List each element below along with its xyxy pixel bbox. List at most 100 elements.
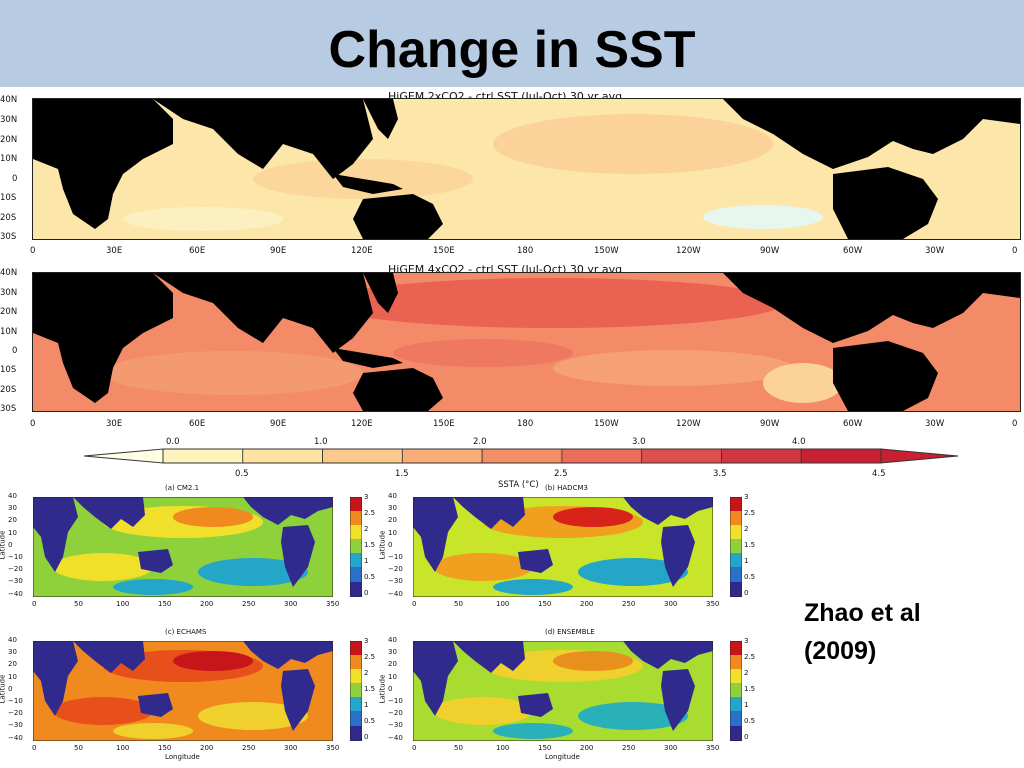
map-2-graphic: [33, 273, 1020, 411]
colorbar-segment: [242, 448, 323, 464]
small-panel-map: [33, 497, 333, 597]
colorbar-segment: [721, 448, 802, 464]
small-cb-tick: 2.5: [364, 509, 376, 517]
slide-title: Change in SST: [328, 21, 696, 79]
small-lat-tick: 30: [388, 504, 397, 513]
citation-line-1: Zhao et al: [804, 599, 921, 627]
small-lon-tick: 50: [74, 744, 83, 752]
small-lat-tick: −30: [8, 721, 23, 730]
small-panel: (b) HADCM3: [378, 484, 755, 621]
map1-lon-tick: 60E: [189, 246, 206, 256]
cb-top-tick: 3.0: [632, 437, 646, 447]
small-panel: (c) ECHAMS: [0, 628, 375, 765]
map2-lat-tick: 0: [12, 346, 18, 356]
small-ylabel: Latitude: [0, 674, 7, 704]
cb-top-tick: 4.0: [792, 437, 806, 447]
cb-bottom-tick: 4.5: [872, 469, 886, 479]
small-lat-tick: 0: [8, 684, 13, 693]
small-lat-tick: −40: [388, 733, 403, 742]
small-cb-tick: 2.5: [364, 653, 376, 661]
map2-lat-tick: 40N: [0, 268, 18, 278]
map2-lon-tick: 0: [30, 419, 36, 429]
small-xlabel: Longitude: [165, 753, 200, 761]
colorbar-segment: [162, 448, 244, 464]
map2-lat-tick: 20N: [0, 307, 18, 317]
small-lat-tick: 0: [388, 684, 393, 693]
colorbar-segment: [481, 448, 563, 464]
small-cb-tick: 2: [364, 525, 369, 533]
map1-lat-tick: 20S: [0, 213, 17, 223]
small-lon-tick: 200: [200, 744, 214, 752]
small-panel: (a) CM2.1: [0, 484, 375, 621]
map1-lon-tick: 30W: [925, 246, 945, 256]
small-lat-tick: 30: [388, 648, 397, 657]
map2-lon-tick: 150E: [433, 419, 455, 429]
map-1-graphic: [33, 99, 1020, 239]
map1-lat-tick: 40N: [0, 95, 18, 105]
small-cb-tick: 1.5: [744, 541, 756, 549]
small-cb-tick: 0: [364, 733, 369, 741]
small-lat-tick: −20: [388, 565, 403, 574]
small-cb-tick: 2.5: [744, 509, 756, 517]
small-lon-tick: 150: [538, 744, 552, 752]
small-cb-tick: 1.5: [364, 541, 376, 549]
small-lat-tick: −40: [388, 589, 403, 598]
citation-line-2: (2009): [804, 637, 877, 665]
colorbar-segment: [401, 448, 483, 464]
small-lat-tick: 0: [388, 540, 393, 549]
map1-lat-tick: 30S: [0, 232, 17, 242]
small-lon-tick: 300: [284, 744, 298, 752]
small-lat-tick: −40: [8, 733, 23, 742]
small-lon-tick: 350: [706, 600, 720, 608]
small-cb-tick: 3: [364, 493, 369, 501]
small-cb-tick: 0: [364, 589, 369, 597]
small-lon-tick: 100: [496, 600, 510, 608]
small-panel-map: [413, 641, 713, 741]
small-lon-tick: 100: [116, 744, 130, 752]
map2-lon-tick: 30W: [925, 419, 945, 429]
small-lon-tick: 50: [74, 600, 83, 608]
small-lon-tick: 0: [412, 600, 417, 608]
small-lat-tick: −20: [388, 709, 403, 718]
map2-lat-tick: 20S: [0, 385, 17, 395]
colorbar-graphic: 0.0 1.0 2.0 3.0 4.0 0.5 1.5 2.5 3.5 4.5 …: [83, 437, 959, 490]
small-lon-tick: 100: [496, 744, 510, 752]
small-lat-tick: −30: [388, 577, 403, 586]
small-cb-tick: 3: [744, 493, 749, 501]
small-cb-tick: 1: [744, 557, 749, 565]
small-lon-tick: 100: [116, 600, 130, 608]
map2-lat-tick: 10S: [0, 365, 17, 375]
map1-lat-tick: 10N: [0, 154, 18, 164]
colorbar-label: SSTA (°C): [498, 480, 539, 490]
small-lon-tick: 250: [242, 744, 256, 752]
map2-lon-tick: 90W: [760, 419, 780, 429]
map1-lon-tick: 30E: [106, 246, 123, 256]
map2-lon-tick: 120E: [351, 419, 373, 429]
small-lon-tick: 250: [622, 744, 636, 752]
small-panel-title: (b) HADCM3: [545, 484, 588, 492]
small-lat-tick: −10: [388, 553, 403, 561]
small-lat-tick: 40: [8, 636, 17, 644]
map2-lat-tick: 30S: [0, 404, 17, 414]
small-lat-tick: 30: [8, 648, 17, 657]
small-lat-tick: 40: [8, 492, 17, 500]
small-cb-tick: 0.5: [364, 717, 376, 725]
map1-lat-tick: 10S: [0, 193, 17, 203]
map2-lon-tick: 30E: [106, 419, 123, 429]
map1-lon-tick: 60W: [843, 246, 863, 256]
map2-lon-tick: 60W: [843, 419, 863, 429]
small-lon-tick: 150: [158, 744, 172, 752]
map2-lon-tick: 0: [1012, 419, 1018, 429]
small-cb-tick: 1: [364, 701, 369, 709]
colorbar-segment: [322, 448, 403, 464]
small-cb-tick: 0: [744, 733, 749, 741]
small-lat-tick: 40: [388, 636, 397, 644]
map1-lat-tick: 0: [12, 174, 18, 184]
cb-top-tick: 1.0: [314, 437, 328, 447]
cb-bottom-tick: 1.5: [395, 469, 409, 479]
colorbar-segment: [800, 448, 882, 464]
map1-lon-tick: 120W: [676, 246, 701, 256]
colorbar-segment: [561, 448, 643, 464]
small-lon-tick: 200: [200, 600, 214, 608]
small-lon-tick: 250: [622, 600, 636, 608]
